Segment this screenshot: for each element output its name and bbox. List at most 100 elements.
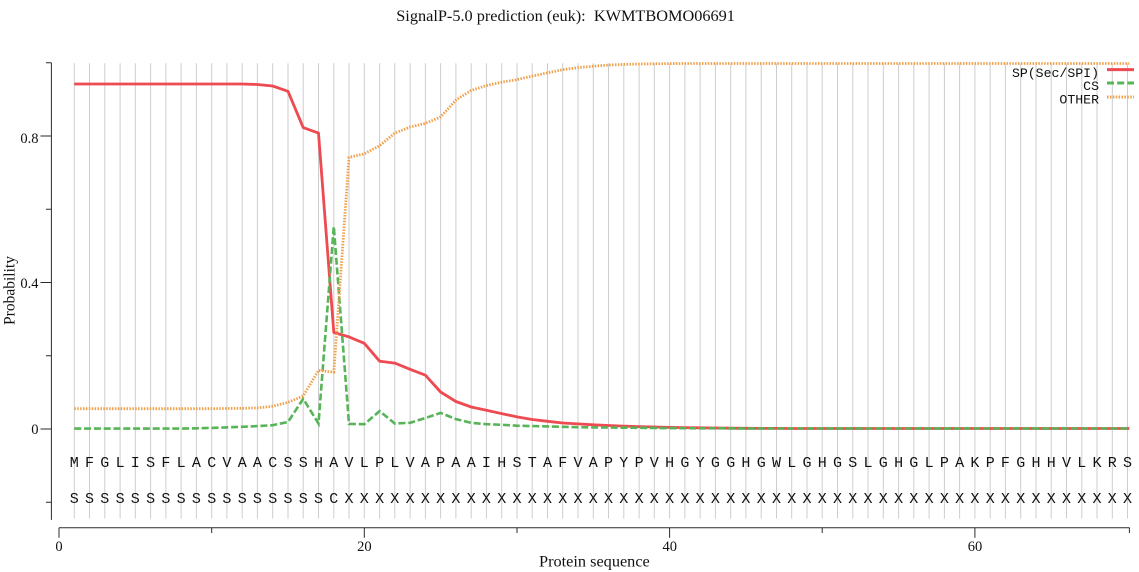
svg-text:S: S (299, 491, 308, 508)
svg-text:R: R (1108, 455, 1117, 472)
svg-text:G: G (757, 455, 766, 472)
svg-text:X: X (406, 491, 415, 508)
svg-text:X: X (635, 491, 644, 508)
svg-text:S: S (161, 491, 170, 508)
svg-text:X: X (940, 491, 949, 508)
svg-text:X: X (711, 491, 720, 508)
svg-text:S: S (314, 491, 323, 508)
svg-text:X: X (955, 491, 964, 508)
svg-text:20: 20 (357, 539, 372, 555)
svg-text:0.8: 0.8 (20, 131, 38, 147)
svg-text:K: K (970, 455, 979, 472)
svg-text:X: X (497, 491, 506, 508)
svg-text:F: F (85, 455, 94, 472)
svg-text:A: A (421, 455, 430, 472)
svg-text:X: X (696, 491, 705, 508)
svg-text:S: S (146, 455, 155, 472)
svg-text:S: S (177, 491, 186, 508)
svg-text:X: X (1092, 491, 1101, 508)
svg-text:X: X (573, 491, 582, 508)
svg-text:G: G (833, 455, 842, 472)
svg-text:H: H (894, 455, 903, 472)
svg-text:M: M (70, 455, 79, 472)
svg-text:X: X (986, 491, 995, 508)
svg-text:X: X (344, 491, 353, 508)
svg-text:X: X (1001, 491, 1010, 508)
svg-text:V: V (344, 455, 353, 472)
svg-text:H: H (1047, 455, 1056, 472)
svg-text:X: X (894, 491, 903, 508)
svg-text:0.4: 0.4 (20, 276, 39, 292)
svg-text:Protein sequence: Protein sequence (539, 551, 650, 570)
svg-text:P: P (375, 455, 384, 472)
svg-text:V: V (573, 455, 582, 472)
svg-text:SignalP-5.0 prediction (euk):: SignalP-5.0 prediction (euk): KWMTBOMO06… (396, 6, 735, 25)
svg-text:X: X (970, 491, 979, 508)
svg-text:G: G (726, 455, 735, 472)
svg-text:L: L (116, 455, 125, 472)
svg-text:X: X (909, 491, 918, 508)
svg-text:Y: Y (696, 455, 705, 472)
svg-text:X: X (1123, 491, 1132, 508)
svg-text:P: P (940, 455, 949, 472)
svg-text:X: X (879, 491, 888, 508)
svg-text:X: X (1077, 491, 1086, 508)
svg-text:X: X (604, 491, 613, 508)
svg-text:S: S (207, 491, 216, 508)
svg-text:OTHER: OTHER (1059, 93, 1099, 108)
svg-text:CS: CS (1083, 79, 1099, 94)
svg-text:G: G (1016, 455, 1025, 472)
svg-text:X: X (482, 491, 491, 508)
svg-text:G: G (879, 455, 888, 472)
svg-text:S: S (222, 491, 231, 508)
svg-text:X: X (558, 491, 567, 508)
svg-text:X: X (375, 491, 384, 508)
svg-text:X: X (421, 491, 430, 508)
svg-text:L: L (177, 455, 186, 472)
svg-text:F: F (558, 455, 567, 472)
svg-text:K: K (1092, 455, 1101, 472)
svg-text:P: P (635, 455, 644, 472)
svg-text:X: X (619, 491, 628, 508)
svg-text:V: V (650, 455, 659, 472)
svg-text:W: W (772, 455, 781, 472)
svg-text:X: X (1108, 491, 1117, 508)
svg-text:H: H (314, 455, 323, 472)
svg-text:A: A (238, 455, 247, 472)
svg-text:G: G (909, 455, 918, 472)
svg-text:S: S (70, 491, 79, 508)
svg-text:X: X (726, 491, 735, 508)
svg-text:X: X (1047, 491, 1056, 508)
svg-text:S: S (283, 455, 292, 472)
svg-text:X: X (1031, 491, 1040, 508)
svg-text:S: S (848, 455, 857, 472)
svg-text:X: X (543, 491, 552, 508)
svg-text:C: C (207, 455, 216, 472)
svg-text:H: H (818, 455, 827, 472)
svg-text:60: 60 (968, 539, 983, 555)
svg-text:X: X (757, 491, 766, 508)
svg-text:X: X (772, 491, 781, 508)
svg-text:V: V (1062, 455, 1071, 472)
svg-text:L: L (863, 455, 872, 472)
svg-text:X: X (528, 491, 537, 508)
svg-text:L: L (390, 455, 399, 472)
svg-text:S: S (100, 491, 109, 508)
svg-text:X: X (802, 491, 811, 508)
svg-text:L: L (1077, 455, 1086, 472)
svg-text:X: X (680, 491, 689, 508)
svg-text:Y: Y (619, 455, 628, 472)
svg-text:L: L (925, 455, 934, 472)
svg-text:H: H (665, 455, 674, 472)
svg-text:P: P (986, 455, 995, 472)
svg-text:X: X (451, 491, 460, 508)
svg-text:L: L (360, 455, 369, 472)
svg-text:X: X (589, 491, 598, 508)
svg-text:X: X (1016, 491, 1025, 508)
svg-text:SP(Sec/SPI): SP(Sec/SPI) (1012, 66, 1099, 81)
svg-text:S: S (238, 491, 247, 508)
svg-text:S: S (131, 491, 140, 508)
svg-text:0: 0 (55, 539, 62, 555)
svg-text:X: X (787, 491, 796, 508)
svg-text:H: H (1031, 455, 1040, 472)
